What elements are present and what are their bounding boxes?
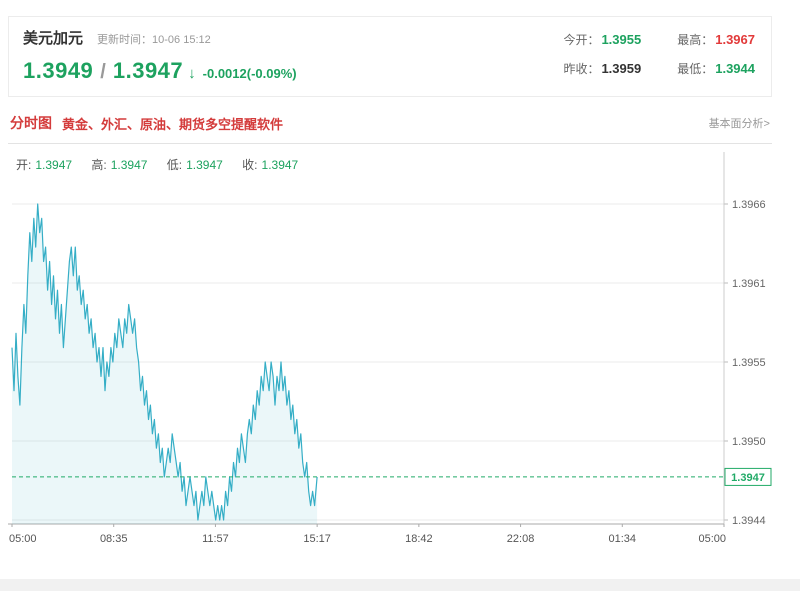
tab-bar: 分时图 黄金、外汇、原油、期货多空提醒软件 基本面分析> <box>8 109 772 144</box>
page-footer-strip <box>0 579 800 591</box>
stat-high-value: 1.3967 <box>715 32 755 47</box>
legend-open: 开: 1.3947 <box>16 158 75 172</box>
price-separator: / <box>100 61 106 83</box>
stat-low-value: 1.3944 <box>715 61 755 76</box>
legend-open-value: 1.3947 <box>35 158 73 172</box>
y-axis-label: 1.3955 <box>732 357 766 369</box>
y-axis-label: 1.3944 <box>732 515 766 527</box>
price-line <box>11 203 318 521</box>
update-time: 更新时间：10-06 15:12 <box>97 34 211 46</box>
ask-price: 1.3947 <box>112 58 184 83</box>
legend-high-label: 高: <box>91 158 107 172</box>
legend-low: 低: 1.3947 <box>167 158 226 172</box>
bid-price: 1.3949 <box>23 58 94 83</box>
x-axis-label: 18:42 <box>405 533 433 545</box>
tab-intraday-chart[interactable]: 分时图 <box>10 115 52 131</box>
legend-high-value: 1.3947 <box>110 158 148 172</box>
price-line-chart: 1.3966 1.3961 1.3955 1.3950 1.3944 05:00 08:35… <box>8 152 772 545</box>
title-row: 美元加元 更新时间：10-06 15:12 <box>23 27 757 48</box>
pair-title: 美元加元 <box>23 30 84 47</box>
x-axis-label: 15:17 <box>303 533 331 545</box>
legend-open-label: 开: <box>16 158 32 172</box>
promo-link[interactable]: 黄金、外汇、原油、期货多空提醒软件 <box>62 116 284 132</box>
legend-low-value: 1.3947 <box>186 158 223 172</box>
stat-high-label: 最高： <box>677 33 714 47</box>
stat-open: 今开： 1.3955 <box>563 31 641 48</box>
legend-close-value: 1.3947 <box>261 158 299 172</box>
stat-low-label: 最低： <box>677 62 714 76</box>
price-change: -0.0012(-0.09%) <box>202 66 297 81</box>
legend-low-label: 低: <box>166 158 183 172</box>
ohlc-legend: 开: 1.3947 高: 1.3947 低: 1.3947 收: 1.3947 <box>16 156 314 173</box>
stat-prev-close-value: 1.3959 <box>601 61 642 76</box>
x-axis-label: 11:57 <box>202 533 229 545</box>
x-axis-label: 05:00 <box>698 533 726 545</box>
stats-grid: 今开： 1.3955 最高： 1.3967 昨收： 1.3959 最低： 1.3… <box>563 31 755 77</box>
stat-open-label: 今开： <box>563 33 600 47</box>
legend-close-label: 收: <box>242 158 258 172</box>
x-axis-label: 01:34 <box>609 533 637 545</box>
stat-high: 最高： 1.3967 <box>677 31 755 48</box>
quote-header: 美元加元 更新时间：10-06 15:12 1.3949 / 1.3947 ↓ … <box>8 16 772 97</box>
stat-low: 最低： 1.3944 <box>677 60 755 77</box>
x-axis-label: 08:35 <box>100 533 128 545</box>
y-axis-label: 1.3966 <box>732 199 766 211</box>
legend-high: 高: 1.3947 <box>91 158 150 172</box>
price-row: 1.3949 / 1.3947 ↓ -0.0012(-0.09%) <box>23 58 757 84</box>
x-axis-label: 22:08 <box>507 533 535 545</box>
intraday-chart: 开: 1.3947 高: 1.3947 低: 1.3947 收: 1.3947 1.39… <box>8 152 772 556</box>
legend-close: 收: 1.3947 <box>242 158 298 172</box>
y-axis-label: 1.3950 <box>732 436 766 448</box>
fundamental-analysis-link[interactable]: 基本面分析> <box>708 118 770 130</box>
last-price-label: 1.3947 <box>731 472 765 484</box>
x-axis-label: 05:00 <box>9 533 37 545</box>
last-price-tag <box>724 467 772 486</box>
y-axis-label: 1.3961 <box>732 278 766 290</box>
stat-prev-close: 昨收： 1.3959 <box>563 60 641 77</box>
quote-page: 美元加元 更新时间：10-06 15:12 1.3949 / 1.3947 ↓ … <box>8 16 772 556</box>
down-arrow-icon: ↓ <box>188 65 196 82</box>
stat-open-value: 1.3955 <box>601 32 642 47</box>
stat-prev-close-label: 昨收： <box>563 62 600 76</box>
